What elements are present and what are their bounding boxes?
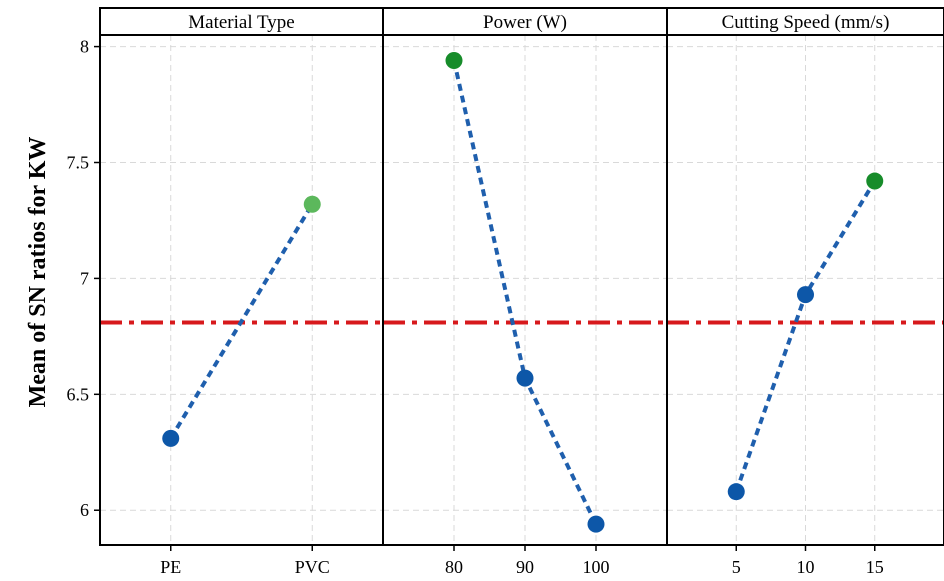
y-tick-label: 6: [80, 500, 89, 520]
x-tick-label: 5: [732, 557, 741, 577]
y-tick-label: 7.5: [67, 153, 90, 173]
data-point: [797, 286, 814, 304]
y-tick-label: 7: [80, 268, 89, 288]
x-tick-label: PVC: [295, 557, 330, 577]
y-tick-label: 6.5: [67, 384, 90, 404]
x-tick-label: 15: [866, 557, 884, 577]
series-line: [169, 203, 314, 440]
data-point: [516, 369, 534, 387]
panel-title: Power (W): [483, 12, 567, 33]
x-tick-label: 100: [583, 557, 610, 577]
data-point: [727, 483, 745, 501]
x-tick-label: 10: [797, 557, 815, 577]
x-tick-label: 80: [445, 557, 463, 577]
panel-title: Cutting Speed (mm/s): [722, 12, 890, 33]
panel-border: [99, 34, 384, 546]
data-point: [445, 52, 463, 69]
data-point: [162, 429, 180, 447]
y-axis-title: Mean of SN ratios for KW: [25, 137, 51, 408]
x-tick-label: 90: [516, 557, 534, 577]
data-point: [866, 172, 884, 190]
panel-title: Material Type: [188, 12, 294, 33]
y-tick-label: 8: [80, 37, 89, 57]
data-point: [587, 515, 605, 533]
x-tick-label: PE: [160, 557, 181, 577]
data-point: [303, 195, 321, 213]
